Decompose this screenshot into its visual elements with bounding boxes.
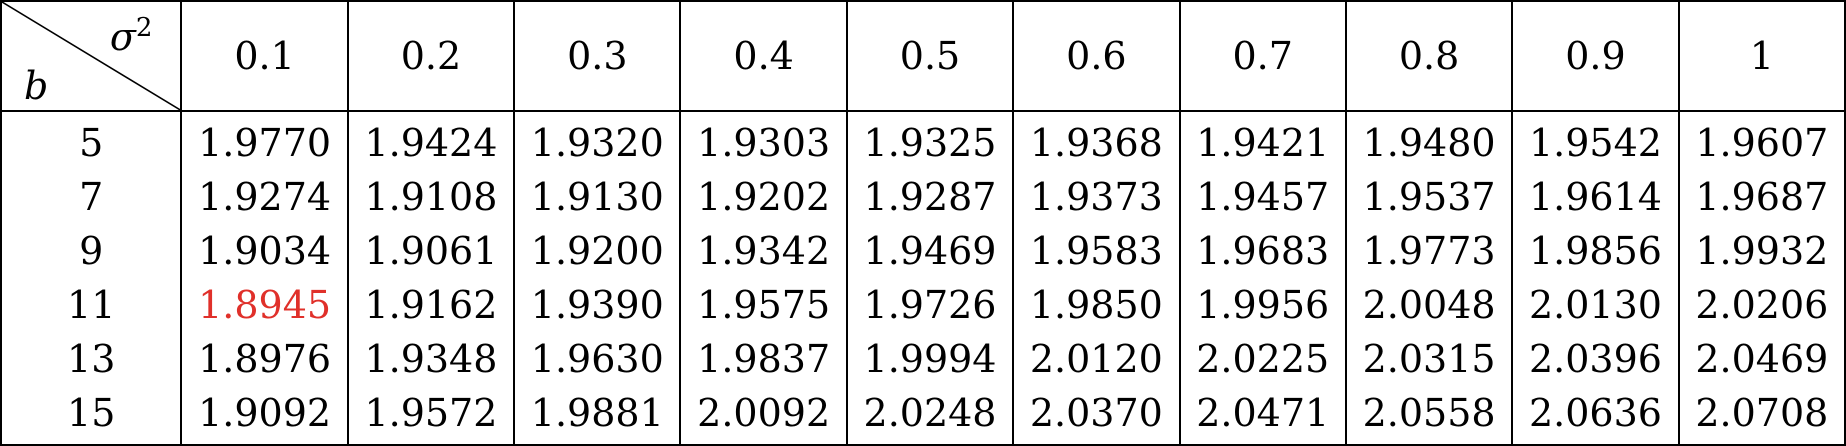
table-cell: 1.9162 — [346, 278, 516, 332]
row-header: 5 — [0, 111, 183, 170]
column-header: 0.7 — [1178, 0, 1347, 112]
table-cell: 2.0206 — [1677, 278, 1846, 332]
table-cell: 2.0471 — [1178, 386, 1347, 446]
table-cell-highlighted: 1.8945 — [180, 278, 349, 332]
row-header: 11 — [0, 278, 183, 332]
table-cell: 1.9630 — [513, 332, 682, 386]
table-cell: 1.9683 — [1178, 224, 1347, 278]
table-cell: 1.9956 — [1178, 278, 1347, 332]
table-cell: 1.9274 — [180, 170, 349, 224]
table-cell: 1.9202 — [679, 170, 848, 224]
table-cell: 2.0120 — [1012, 332, 1181, 386]
table-cell: 2.0092 — [679, 386, 848, 446]
table-cell: 1.9424 — [346, 111, 516, 170]
table-cell: 1.9572 — [346, 386, 516, 446]
column-header: 0.1 — [180, 0, 349, 112]
table-cell: 1.9994 — [845, 332, 1015, 386]
column-variable-label: σ2 — [109, 13, 153, 59]
table-cell: 2.0248 — [845, 386, 1015, 446]
table-cell: 2.0469 — [1677, 332, 1846, 386]
table-cell: 2.0370 — [1012, 386, 1181, 446]
table-cell: 1.9320 — [513, 111, 682, 170]
column-header: 1 — [1677, 0, 1846, 112]
table-cell: 2.0130 — [1511, 278, 1680, 332]
table-cell: 1.9092 — [180, 386, 349, 446]
table-cell: 1.9287 — [845, 170, 1015, 224]
table-cell: 1.9130 — [513, 170, 682, 224]
table-cell: 1.9061 — [346, 224, 516, 278]
table-cell: 1.9773 — [1344, 224, 1514, 278]
table-cell: 2.0708 — [1677, 386, 1846, 446]
table-cell: 1.9575 — [679, 278, 848, 332]
table-cell: 1.9108 — [346, 170, 516, 224]
table-row: 13 1.8976 1.9348 1.9630 1.9837 1.9994 2.0120 2.… — [0, 332, 1846, 386]
row-header: 13 — [0, 332, 183, 386]
table-cell: 1.9537 — [1344, 170, 1514, 224]
table-cell: 1.9881 — [513, 386, 682, 446]
table-cell: 1.9614 — [1511, 170, 1680, 224]
table-cell: 1.9932 — [1677, 224, 1846, 278]
table-cell: 2.0048 — [1344, 278, 1514, 332]
table-row: 5 1.9770 1.9424 1.9320 1.9303 1.9325 1.9368 1.9… — [0, 111, 1846, 170]
table-cell: 1.9342 — [679, 224, 848, 278]
table-cell: 1.9607 — [1677, 111, 1846, 170]
table-cell: 1.9457 — [1178, 170, 1347, 224]
table-row: 7 1.9274 1.9108 1.9130 1.9202 1.9287 1.9373 1.9… — [0, 170, 1846, 224]
table-cell: 1.9348 — [346, 332, 516, 386]
table-cell: 1.9687 — [1677, 170, 1846, 224]
table-cell: 1.9469 — [845, 224, 1015, 278]
column-header: 0.4 — [679, 0, 848, 112]
table-cell: 1.9480 — [1344, 111, 1514, 170]
table-row: 11 1.8945 1.9162 1.9390 1.9575 1.9726 1.9850 1.… — [0, 278, 1846, 332]
corner-cell: σ2 b — [0, 0, 183, 112]
column-header: 0.3 — [513, 0, 682, 112]
header-row: σ2 b 0.1 0.2 0.3 0.4 0.5 0.6 0.7 0.8 0.9 1 — [0, 0, 1846, 112]
table-cell: 1.9856 — [1511, 224, 1680, 278]
table-cell: 2.0315 — [1344, 332, 1514, 386]
row-variable-label: b — [24, 64, 49, 108]
table-cell: 1.9200 — [513, 224, 682, 278]
table-cell: 1.9373 — [1012, 170, 1181, 224]
column-header: 0.2 — [346, 0, 516, 112]
table-cell: 1.9421 — [1178, 111, 1347, 170]
table-cell: 1.9770 — [180, 111, 349, 170]
table-cell: 1.9303 — [679, 111, 848, 170]
column-header: 0.8 — [1344, 0, 1514, 112]
row-header: 7 — [0, 170, 183, 224]
row-header: 15 — [0, 386, 183, 446]
table-cell: 1.9542 — [1511, 111, 1680, 170]
table-cell: 1.9368 — [1012, 111, 1181, 170]
table-cell: 2.0636 — [1511, 386, 1680, 446]
table-cell: 1.9837 — [679, 332, 848, 386]
table-cell: 2.0225 — [1178, 332, 1347, 386]
table-cell: 1.9390 — [513, 278, 682, 332]
table-cell: 1.9726 — [845, 278, 1015, 332]
table-cell: 1.9034 — [180, 224, 349, 278]
table-cell: 1.9850 — [1012, 278, 1181, 332]
row-header: 9 — [0, 224, 183, 278]
column-header: 0.5 — [845, 0, 1015, 112]
table-cell: 1.9583 — [1012, 224, 1181, 278]
table-cell: 1.9325 — [845, 111, 1015, 170]
table-row: 9 1.9034 1.9061 1.9200 1.9342 1.9469 1.9583 1.9… — [0, 224, 1846, 278]
table-cell: 1.8976 — [180, 332, 349, 386]
table-cell: 2.0396 — [1511, 332, 1680, 386]
column-header: 0.6 — [1012, 0, 1181, 112]
diagonal-divider — [2, 2, 180, 110]
column-header: 0.9 — [1511, 0, 1680, 112]
table-cell: 2.0558 — [1344, 386, 1514, 446]
table-row: 15 1.9092 1.9572 1.9881 2.0092 2.0248 2.0370 2.… — [0, 386, 1846, 446]
